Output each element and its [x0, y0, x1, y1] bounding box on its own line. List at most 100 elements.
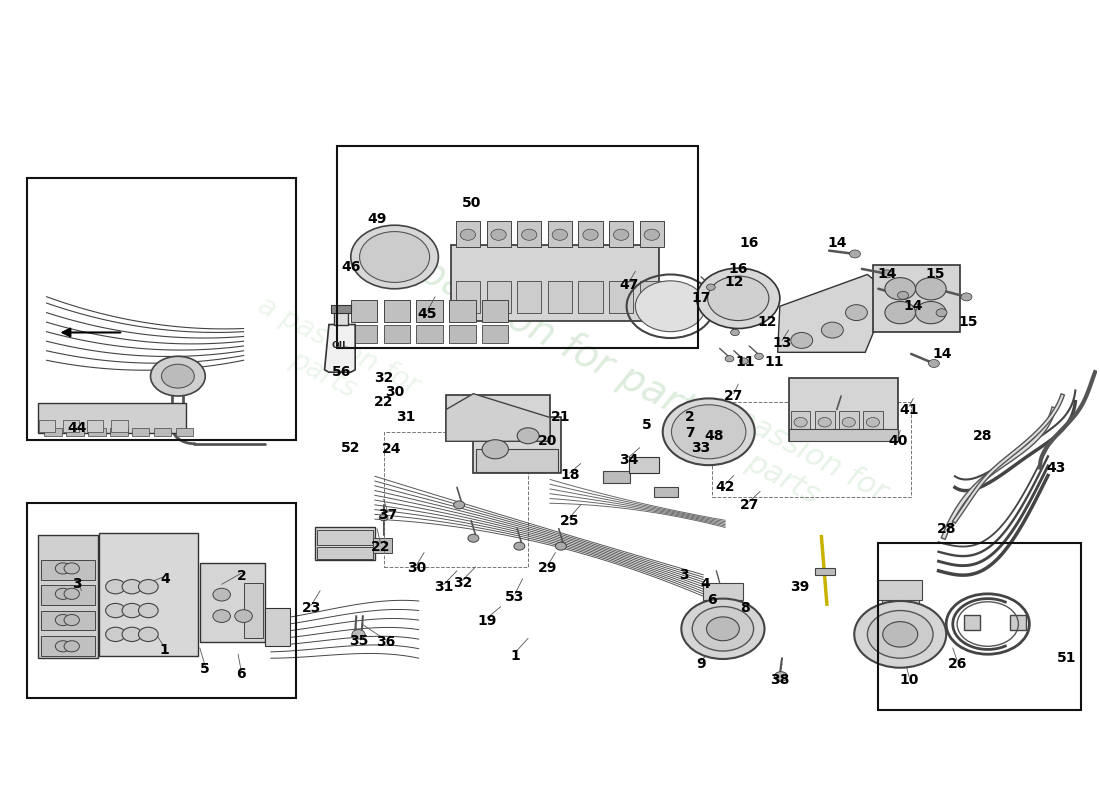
Bar: [331, 305, 351, 313]
Bar: [878, 580, 922, 600]
Text: 35: 35: [349, 634, 368, 648]
Text: 15: 15: [958, 315, 978, 329]
Circle shape: [122, 579, 142, 594]
Circle shape: [514, 542, 525, 550]
Text: 28: 28: [936, 522, 956, 536]
Text: 49: 49: [367, 212, 387, 226]
Circle shape: [692, 606, 754, 651]
Text: 44: 44: [67, 421, 87, 435]
Circle shape: [460, 229, 475, 240]
Text: 47: 47: [619, 278, 638, 292]
Text: 14: 14: [903, 299, 923, 314]
Bar: [446, 395, 550, 442]
Circle shape: [55, 588, 70, 599]
Text: 5: 5: [641, 418, 651, 433]
Text: 50: 50: [462, 196, 481, 210]
Circle shape: [822, 322, 844, 338]
Circle shape: [961, 293, 972, 301]
Polygon shape: [778, 274, 887, 352]
Circle shape: [139, 603, 158, 618]
Bar: [384, 326, 410, 342]
Text: OIL: OIL: [331, 342, 349, 350]
Text: 2: 2: [685, 410, 695, 425]
Text: a passion for
parts: a passion for parts: [238, 292, 425, 429]
Bar: [789, 378, 898, 442]
Text: 53: 53: [505, 590, 525, 604]
Circle shape: [884, 278, 915, 300]
Text: 24: 24: [382, 442, 402, 456]
Circle shape: [882, 622, 917, 647]
Text: 43: 43: [1046, 461, 1065, 474]
Text: 13: 13: [772, 336, 792, 350]
Bar: [243, 582, 263, 638]
Text: 34: 34: [619, 453, 638, 466]
Text: 30: 30: [385, 385, 404, 399]
Bar: [41, 560, 95, 579]
Bar: [640, 222, 663, 246]
Bar: [609, 222, 634, 246]
Bar: [482, 300, 508, 322]
Bar: [517, 281, 541, 313]
Text: 11: 11: [735, 355, 755, 369]
Bar: [475, 450, 558, 471]
Bar: [87, 420, 103, 432]
Text: 9: 9: [696, 657, 706, 670]
Bar: [26, 178, 296, 440]
Bar: [815, 569, 835, 574]
Bar: [654, 486, 678, 497]
Circle shape: [521, 229, 537, 240]
Circle shape: [915, 278, 946, 300]
Bar: [110, 428, 128, 436]
Text: 31: 31: [434, 580, 453, 594]
Text: 56: 56: [332, 365, 352, 379]
Text: 20: 20: [538, 434, 558, 448]
Circle shape: [122, 603, 142, 618]
Text: 48: 48: [704, 429, 724, 442]
Text: 8: 8: [740, 601, 750, 615]
Bar: [449, 300, 475, 322]
Bar: [384, 300, 410, 322]
Bar: [603, 471, 630, 483]
Bar: [41, 610, 95, 630]
Text: 22: 22: [371, 540, 390, 554]
Text: 2: 2: [236, 570, 246, 583]
Text: 11: 11: [764, 355, 784, 369]
Bar: [864, 411, 882, 438]
Bar: [579, 281, 603, 313]
Bar: [815, 411, 835, 438]
Text: 27: 27: [739, 498, 759, 512]
Text: 42: 42: [715, 480, 735, 494]
Circle shape: [843, 418, 856, 427]
Text: 31: 31: [396, 410, 415, 425]
Circle shape: [928, 359, 939, 367]
Bar: [1010, 614, 1026, 630]
Text: 28: 28: [972, 429, 992, 442]
Circle shape: [55, 563, 70, 574]
Circle shape: [213, 588, 230, 601]
Bar: [315, 527, 375, 561]
Text: 27: 27: [724, 389, 744, 403]
Text: 45: 45: [418, 307, 437, 321]
Circle shape: [106, 579, 125, 594]
Circle shape: [855, 601, 946, 668]
Circle shape: [915, 302, 946, 324]
Text: 12: 12: [757, 315, 777, 329]
Bar: [789, 430, 898, 442]
Circle shape: [849, 250, 860, 258]
Circle shape: [739, 358, 748, 364]
Bar: [88, 428, 106, 436]
Circle shape: [139, 579, 158, 594]
Bar: [37, 535, 98, 658]
Text: 17: 17: [691, 291, 711, 306]
Bar: [26, 503, 296, 698]
Circle shape: [706, 284, 715, 290]
Bar: [548, 222, 572, 246]
Circle shape: [213, 610, 230, 622]
Text: 18: 18: [560, 469, 580, 482]
Bar: [373, 538, 393, 553]
Text: 33: 33: [692, 441, 711, 454]
Circle shape: [645, 229, 659, 240]
Circle shape: [64, 588, 79, 599]
Text: 38: 38: [770, 673, 790, 686]
Bar: [200, 563, 265, 642]
